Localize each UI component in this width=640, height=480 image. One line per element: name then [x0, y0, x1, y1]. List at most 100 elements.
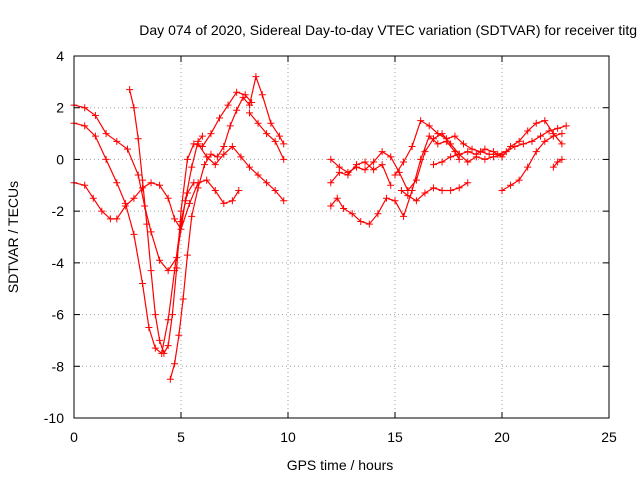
data-point [408, 143, 416, 150]
data-point [263, 179, 271, 187]
data-point [507, 143, 515, 150]
data-point [173, 264, 181, 272]
data-point [391, 197, 399, 205]
data-point [404, 192, 412, 200]
series-line [169, 74, 285, 380]
data-point [464, 148, 472, 156]
y-tick-label: -4 [52, 255, 65, 271]
data-point [156, 256, 164, 264]
data-point [188, 163, 196, 171]
data-point [280, 140, 288, 148]
data-point [245, 163, 253, 171]
data-point [352, 161, 360, 169]
data-point [233, 106, 241, 114]
data-point [177, 207, 185, 215]
data-point [400, 158, 408, 166]
data-point [370, 158, 378, 166]
series-line [73, 122, 195, 355]
data-point [280, 155, 288, 163]
data-point [421, 189, 429, 197]
data-point [164, 316, 172, 324]
data-point [245, 101, 253, 109]
data-point [89, 194, 97, 202]
data-point [412, 197, 420, 205]
data-point [171, 215, 179, 223]
data-point [121, 202, 129, 210]
data-point [387, 181, 395, 189]
data-point [558, 155, 566, 163]
data-point [554, 158, 562, 166]
data-point [156, 181, 164, 189]
data-point [188, 212, 196, 220]
data-point [113, 179, 121, 187]
series-trace-d [126, 86, 256, 357]
data-point [228, 143, 236, 150]
y-tick-label: 0 [56, 151, 64, 167]
data-point [333, 194, 341, 202]
data-point [434, 130, 442, 138]
data-point [554, 124, 562, 132]
data-point [201, 161, 209, 169]
data-point [102, 155, 110, 163]
data-point [455, 184, 463, 192]
data-point [498, 153, 506, 161]
plot-frame [73, 55, 610, 419]
series-trace-l [430, 117, 566, 169]
data-point [438, 158, 446, 166]
x-tick-label: 0 [70, 429, 78, 445]
data-point [327, 155, 335, 163]
data-point [198, 132, 206, 140]
data-point [160, 349, 168, 357]
data-point [194, 140, 202, 148]
data-point [459, 140, 467, 148]
data-point [327, 179, 335, 187]
data-point [378, 161, 386, 169]
data-point [171, 360, 179, 368]
data-point [228, 197, 236, 205]
data-point [220, 199, 228, 207]
y-tick-label: -8 [52, 358, 65, 374]
data-point [207, 150, 215, 158]
x-tick-label: 10 [280, 429, 296, 445]
y-tick-label: 4 [56, 48, 64, 64]
data-point [235, 186, 243, 194]
data-point [472, 150, 480, 158]
data-point [425, 122, 433, 130]
series-line [73, 104, 203, 272]
x-tick-label: 5 [177, 429, 185, 445]
data-point [113, 215, 121, 223]
data-point [447, 186, 455, 194]
data-point [451, 132, 459, 140]
series-trace-m [397, 179, 472, 205]
data-point [147, 267, 155, 275]
data-point [81, 181, 89, 189]
data-point [151, 311, 159, 319]
data-point [528, 137, 536, 145]
data-point [447, 153, 455, 161]
series-trace-n [498, 130, 566, 194]
x-tick-label: 20 [494, 429, 510, 445]
data-point [183, 189, 191, 197]
data-point [267, 119, 275, 127]
data-point [430, 161, 438, 169]
data-point [417, 117, 425, 125]
data-point [430, 135, 438, 143]
data-point [464, 179, 472, 187]
data-point [348, 210, 356, 218]
data-point [98, 207, 106, 215]
data-point [562, 122, 570, 130]
x-axis-label: GPS time / hours [287, 457, 394, 473]
data-point [81, 104, 89, 112]
data-point [361, 158, 369, 166]
y-axis-ticks: -10 -8 -6 -4 -2 0 2 4 [44, 48, 609, 426]
series-trace-k [391, 117, 570, 179]
data-point [519, 140, 527, 148]
data-point [106, 215, 114, 223]
data-point [126, 86, 134, 94]
y-axis-label: SDTVAR / TECUs [5, 181, 21, 293]
data-point [130, 230, 138, 238]
data-point [130, 194, 138, 202]
data-point [438, 186, 446, 194]
data-point [537, 132, 545, 140]
data-point [468, 145, 476, 153]
